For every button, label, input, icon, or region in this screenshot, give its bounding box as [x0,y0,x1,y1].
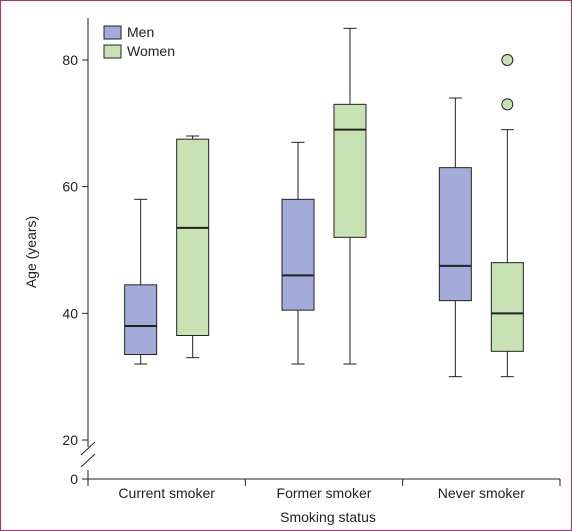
y-tick-label: 80 [62,52,78,68]
box-women-3 [490,54,524,378]
legend: Men Women [103,24,175,59]
box-men-2 [281,141,315,365]
y-tick-label: 20 [62,432,78,448]
box-iqr [281,198,315,311]
box-women-1 [176,135,210,359]
x-tick-label: Never smoker [438,485,525,501]
box-iqr [124,284,158,356]
box-iqr [438,167,472,302]
legend-label: Women [127,43,175,59]
legend-swatch [103,44,122,59]
axis-break-mark [80,441,96,456]
axis-break-mark [80,453,96,468]
legend-label: Men [127,24,154,40]
box-men-1 [124,198,158,365]
axes: 0 20 40 60 80 Current smoker Former smoker Neve… [62,18,561,501]
outlier-point [501,54,514,66]
box-iqr [333,103,367,238]
box-women-2 [333,27,367,365]
x-tick-label: Current smoker [118,485,215,501]
boxes [124,27,524,378]
outlier-point [501,98,514,111]
box-iqr [176,138,210,336]
y-tick-label: 40 [62,305,78,321]
y-tick-label: 60 [62,179,78,195]
box-men-3 [438,97,472,378]
box-iqr [490,262,524,352]
y-tick-label: 0 [70,471,78,487]
legend-swatch [103,25,122,40]
x-axis-label: Smoking status [280,509,376,525]
y-axis-label: Age (years) [23,216,39,288]
x-tick-label: Former smoker [277,485,372,501]
